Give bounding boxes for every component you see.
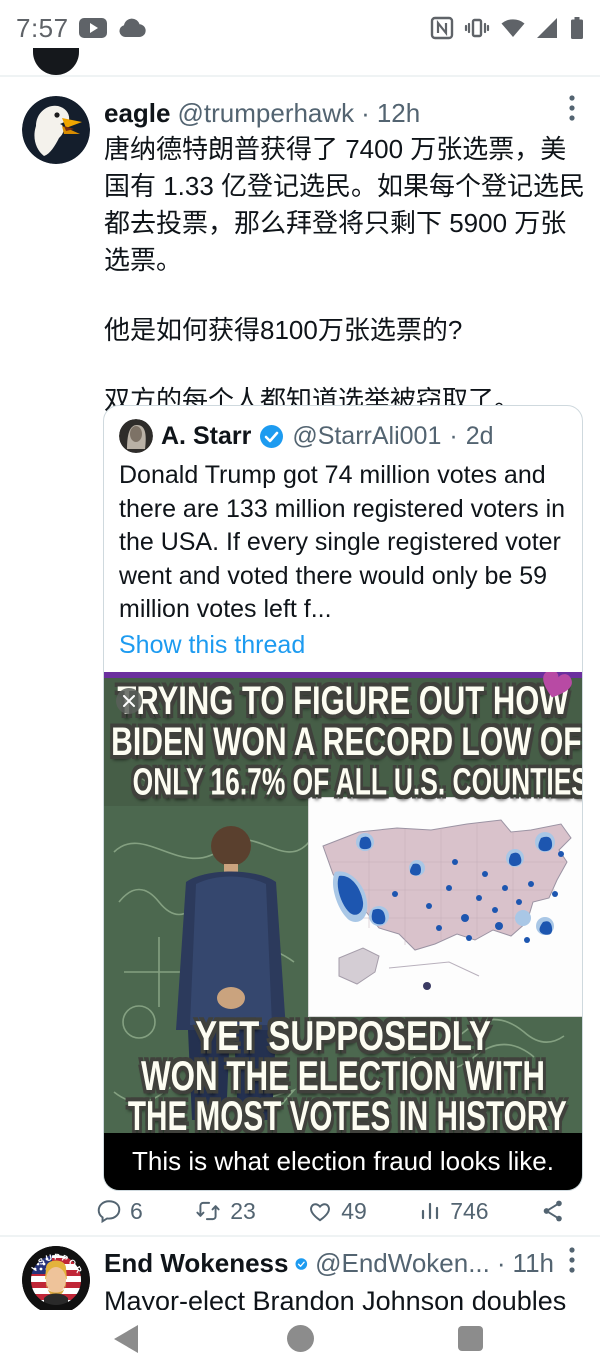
display-name[interactable]: eagle xyxy=(104,98,171,128)
nfc-icon xyxy=(430,16,454,40)
meme-purple-border xyxy=(104,671,582,678)
close-icon[interactable] xyxy=(116,687,142,714)
back-button[interactable] xyxy=(114,1325,138,1353)
share-button[interactable] xyxy=(540,1198,566,1224)
timestamp: 12h xyxy=(376,98,421,128)
avatar[interactable] xyxy=(22,96,90,164)
heart-sticker-icon xyxy=(543,671,572,697)
user-handle[interactable]: @trumperhawk xyxy=(177,98,355,128)
portrait-avatar-image xyxy=(119,419,153,453)
meme-text-line: TRYING TO FIGURE OUT HOW xyxy=(117,677,569,723)
home-button[interactable] xyxy=(287,1325,314,1352)
status-bar: 7:57 xyxy=(0,0,600,56)
battery-icon xyxy=(571,17,583,39)
heart-icon xyxy=(310,1203,331,1222)
meme-top-background xyxy=(104,677,582,806)
tweet-paragraph: 唐纳德特朗普获得了 7400 万张选票，美国有 1.33 亿登记选民。如果每个登… xyxy=(104,134,586,275)
cloud-icon xyxy=(119,18,146,38)
show-thread-link[interactable]: Show this thread xyxy=(119,630,306,659)
view-count: 746 xyxy=(450,1197,489,1224)
signal-icon xyxy=(537,18,557,38)
more-menu-button[interactable] xyxy=(558,1246,586,1274)
android-nav-bar xyxy=(0,1310,600,1366)
clock: 7:57 xyxy=(16,12,69,43)
tweet-media-image[interactable]: TRYING TO FIGURE OUT HOW BIDEN WON A REC… xyxy=(104,671,582,1190)
quoted-tweet-card[interactable]: A. Starr @StarrAli001 · 2d Donald Trump … xyxy=(103,405,583,1191)
youtube-icon xyxy=(78,18,107,38)
meme-caption-bar: This is what election fraud looks like. xyxy=(104,1132,582,1190)
reply-count: 6 xyxy=(130,1197,143,1224)
verified-badge-icon xyxy=(260,424,284,448)
retweet-button[interactable]: 23 xyxy=(194,1198,256,1225)
user-handle[interactable]: @EndWoken... xyxy=(315,1248,490,1278)
kebab-menu-icon xyxy=(569,1247,575,1273)
tweet-paragraph: 他是如何获得8100万张选票的? xyxy=(104,315,463,345)
vibrate-icon xyxy=(464,18,490,38)
tweet-text: 唐纳德特朗普获得了 7400 万张选票，美国有 1.33 亿登记选民。如果每个登… xyxy=(104,131,586,419)
quoted-tweet-header: A. Starr @StarrAli001 · 2d xyxy=(104,406,582,457)
man-at-chalkboard-figure xyxy=(176,825,286,1120)
tweet-header: End Wokeness @EndWoken... · 11h xyxy=(104,1248,554,1279)
verified-badge-icon xyxy=(295,1257,308,1270)
like-button[interactable]: 49 xyxy=(307,1198,367,1225)
separator-dot: · xyxy=(496,1248,506,1278)
tweet-divider xyxy=(0,75,600,77)
meme-bottom-text: YET SUPPOSEDLY WON THE ELECTION WITH THE… xyxy=(104,1012,582,1138)
us-county-map-image xyxy=(322,818,572,990)
meme-text-line: YET SUPPOSEDLY xyxy=(195,1011,491,1058)
avatar xyxy=(119,419,153,453)
avatar[interactable]: I SUPPORT THE xyxy=(22,1246,90,1314)
wifi-icon xyxy=(501,19,525,37)
views-button[interactable]: 746 xyxy=(418,1197,489,1225)
user-handle: @StarrAli001 xyxy=(292,421,442,450)
meme-text-line: ONLY 16.7% OF ALL U.S. COUNTIES xyxy=(132,760,582,804)
timestamp: 11h xyxy=(512,1248,554,1278)
quoted-tweet-text: Donald Trump got 74 million votes and th… xyxy=(119,461,566,623)
badge-avatar-image: I SUPPORT THE xyxy=(22,1246,90,1314)
retweet-count: 23 xyxy=(230,1197,256,1224)
tweet-action-bar: 6 23 49 74 xyxy=(96,1189,566,1233)
like-count: 49 xyxy=(341,1197,367,1224)
meme-text-line: WON THE ELECTION WITH xyxy=(140,1051,546,1098)
display-name[interactable]: End Wokeness xyxy=(104,1248,289,1278)
analytics-icon xyxy=(422,1202,439,1220)
share-icon xyxy=(543,1200,562,1222)
us-county-map xyxy=(309,797,582,1016)
retweet-icon xyxy=(196,1201,220,1221)
meme-top-text: TRYING TO FIGURE OUT HOW BIDEN WON A REC… xyxy=(104,678,582,804)
tweet-header: eagle @trumperhawk · 12h xyxy=(104,98,554,129)
more-menu-button[interactable] xyxy=(558,94,586,122)
previous-tweet-avatar-partial xyxy=(33,48,79,75)
meme-text-line: THE MOST VOTES IN HISTORY xyxy=(127,1091,567,1138)
recents-button[interactable] xyxy=(458,1326,483,1351)
eagle-avatar-image xyxy=(22,96,90,164)
kebab-menu-icon xyxy=(569,95,575,121)
display-name: A. Starr xyxy=(161,421,252,450)
meme-text-line: BIDEN WON A RECORD LOW OF xyxy=(111,718,582,764)
reply-button[interactable]: 6 xyxy=(96,1198,143,1225)
separator-dot: · xyxy=(449,421,458,450)
separator-dot: · xyxy=(361,98,370,128)
tweet-divider xyxy=(0,1235,600,1237)
reply-icon xyxy=(97,1200,121,1224)
timestamp: 2d xyxy=(465,421,494,450)
